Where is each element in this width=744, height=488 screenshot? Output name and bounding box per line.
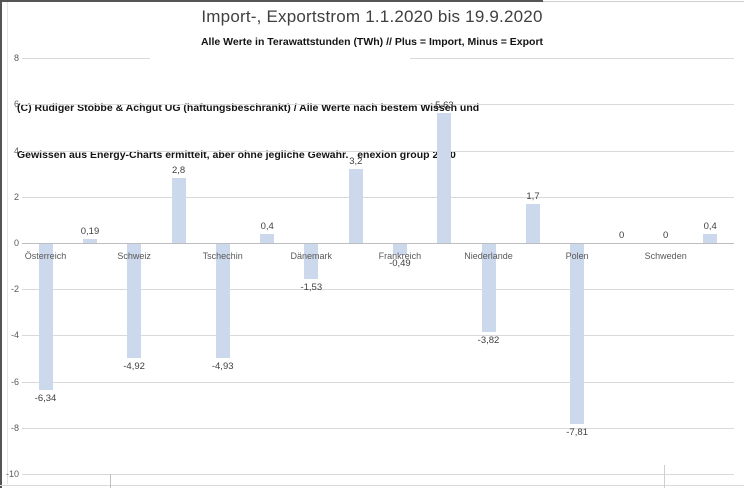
y-axis-tick-label: 6 [13, 99, 19, 109]
bar-value-label: 0 [663, 230, 669, 241]
category-label: Tschechin [202, 251, 243, 261]
top-border-dark [0, 0, 543, 2]
category-label: Frankreich [378, 251, 422, 261]
gridline [22, 58, 150, 59]
bar-value-label: 0,19 [80, 225, 100, 237]
y-axis-tick-label: 8 [13, 53, 19, 63]
gridline [22, 382, 734, 383]
bar-value-label: -4,93 [211, 360, 234, 372]
bar-Schweiz-import [171, 178, 186, 243]
y-axis-tick-label: 0 [13, 238, 19, 248]
bar-value-label: 1,7 [526, 190, 540, 202]
bar-Frankreich-export [392, 244, 407, 256]
gridline [22, 104, 734, 105]
gridline [22, 289, 734, 290]
bar-value-label: 3,2 [349, 156, 363, 168]
bar-Schweiz-export [127, 244, 142, 358]
gridline [22, 474, 734, 475]
bar-Niederlande-import [526, 203, 540, 243]
bar-value-label: -3,82 [477, 335, 500, 347]
copyright-note-line1: (C) Rüdiger Stobbe & Achgut UG (haftungs… [17, 102, 480, 114]
bar-value-label: -7,81 [566, 427, 588, 439]
bar-value-label: -0,49 [389, 258, 411, 270]
bar-value-label: -6,34 [34, 393, 57, 405]
top-border-light [543, 1, 744, 2]
category-label: Polen [565, 251, 589, 261]
y-axis-tick-label: -8 [10, 423, 19, 433]
copyright-note: (C) Rüdiger Stobbe & Achgut UG (haftungs… [17, 70, 479, 194]
bar-Frankreich-import [437, 112, 452, 243]
gridline [410, 58, 734, 59]
bar-Österreich-import [83, 238, 97, 243]
bar-value-label: -4,92 [123, 360, 145, 372]
chart-title: Import-, Exportstrom 1.1.2020 bis 19.9.2… [201, 7, 543, 26]
bar-value-label: 0,4 [703, 220, 717, 232]
copyright-note-line2: Gewissen aus Energy-Charts ermittelt, ab… [17, 148, 456, 161]
sheet-column-tick-right [664, 465, 665, 488]
bar-value-label: 2,8 [171, 165, 186, 177]
left-border [0, 0, 2, 488]
bar-value-label: 5,63 [435, 99, 454, 111]
zero-axis-line [22, 243, 734, 244]
category-label: Niederlande [464, 251, 513, 261]
bar-value-label: -1,53 [300, 282, 323, 294]
bar-Tschechin-import [260, 233, 275, 243]
gridline [22, 151, 734, 152]
gridline [22, 428, 734, 429]
y-axis-tick-label: -4 [10, 330, 19, 340]
chart-subtitle: Alle Werte in Terawattstunden (TWh) // P… [200, 36, 544, 48]
bar-value-label: 0,4 [260, 220, 274, 232]
bar-Tschechin-export [215, 244, 230, 358]
y-axis-tick-label: -10 [5, 469, 19, 479]
sheet-row-line [0, 485, 744, 486]
category-label: Schweiz [117, 251, 151, 261]
category-label: Schweden [644, 251, 687, 261]
y-axis-tick-label: 4 [13, 146, 19, 156]
category-label: Österreich [24, 251, 67, 261]
y-axis-tick-label: -6 [10, 377, 19, 387]
bar-Dänemark-export [304, 244, 319, 280]
y-axis-tick-label: -2 [10, 284, 19, 294]
category-label: Dänemark [290, 251, 333, 261]
y-axis-tick-label: 2 [13, 192, 19, 202]
bar-Polen-export [570, 244, 585, 425]
sheet-column-tick-left [110, 474, 111, 488]
bar-Niederlande-export [481, 244, 496, 333]
bar-value-label: 0 [618, 230, 625, 241]
bar-Österreich-export [38, 244, 53, 391]
sheet-column-guide-line [7, 2, 8, 484]
bar-Dänemark-import [348, 169, 363, 243]
bar-Schweden-import [703, 233, 718, 243]
gridline [22, 197, 734, 198]
gridline [22, 335, 734, 336]
